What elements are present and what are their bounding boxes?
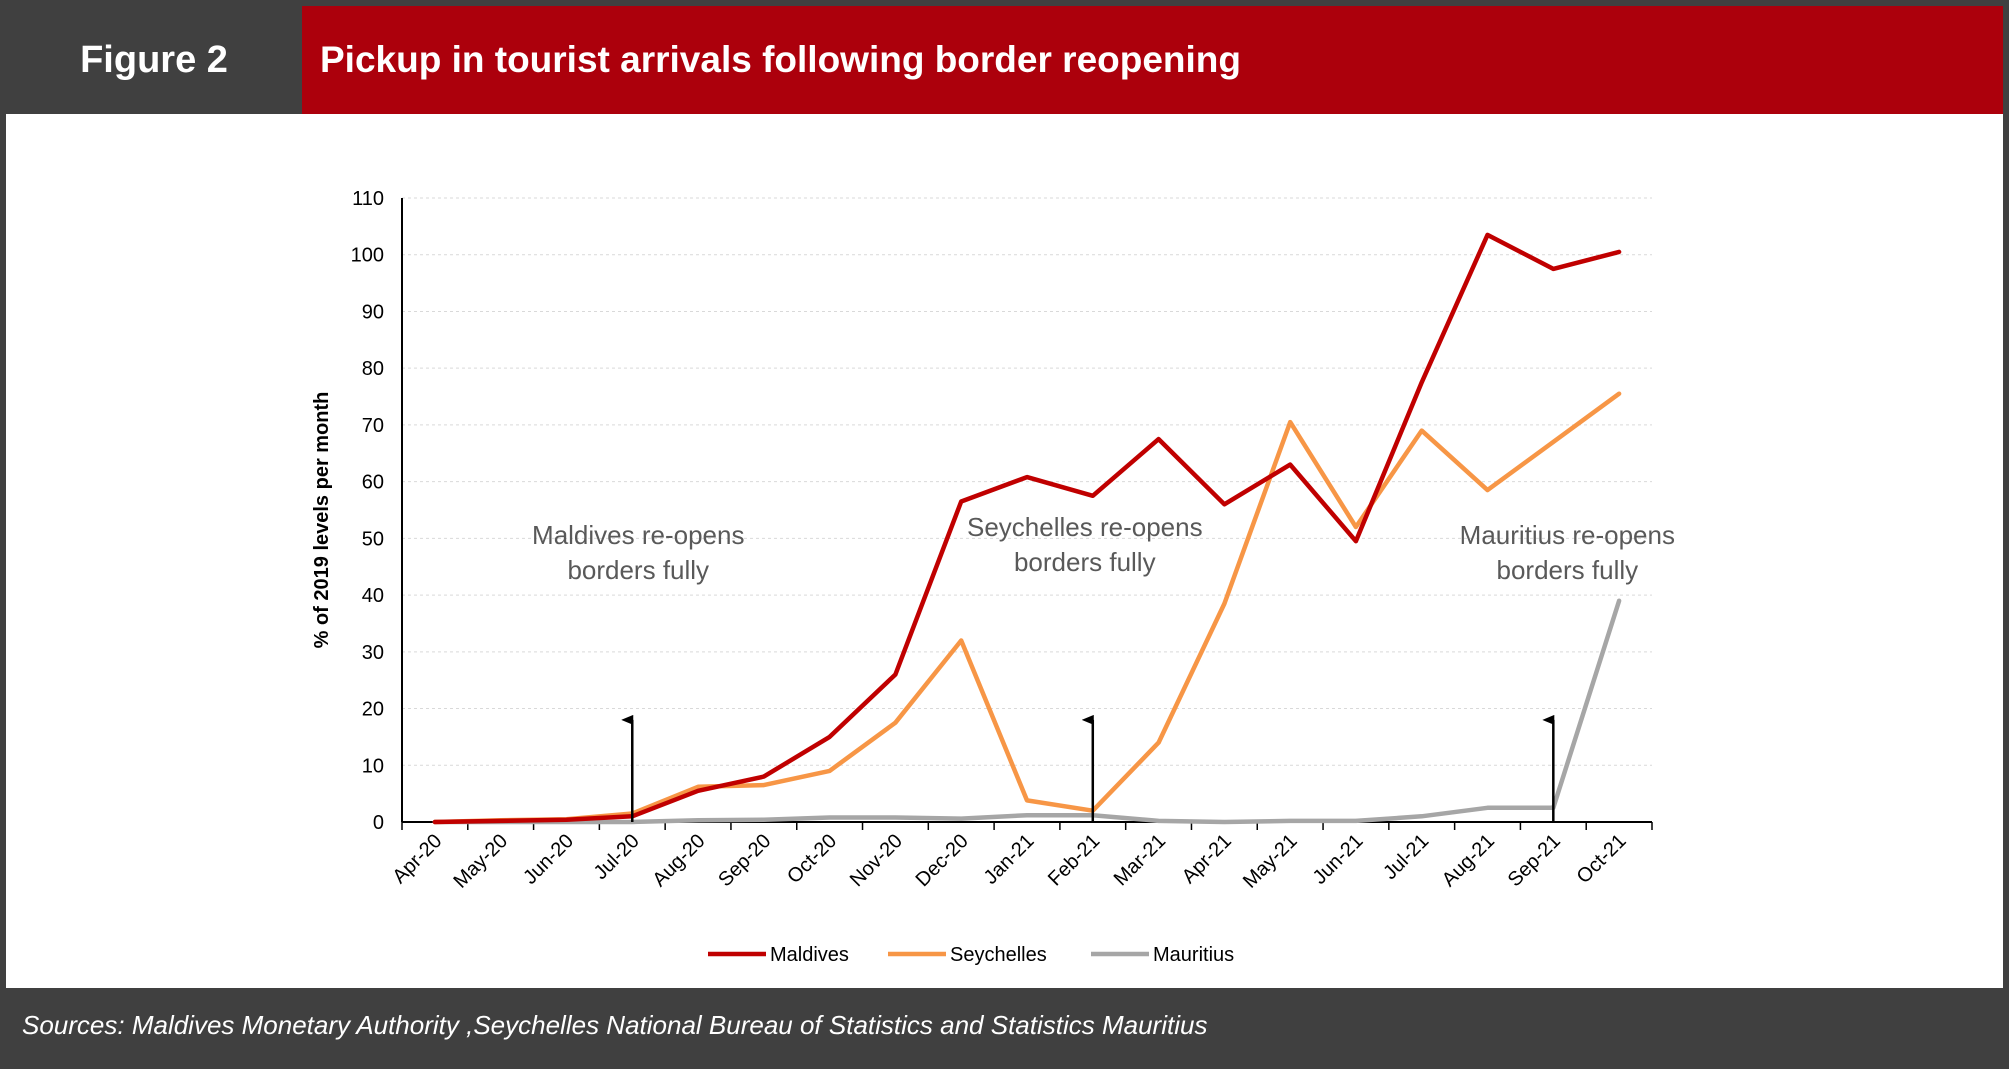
y-tick-label: 10 <box>362 755 384 777</box>
y-tick-label: 0 <box>373 812 384 834</box>
annotation-text: Maldives re-opens <box>532 520 744 550</box>
x-tick-label: Nov-20 <box>846 830 907 891</box>
series-line-seychelles <box>432 391 1622 825</box>
y-tick-label: 40 <box>362 585 384 607</box>
y-tick-label: 20 <box>362 699 384 721</box>
legend-label-mauritius: Mauritius <box>1153 944 1234 966</box>
x-tick-label: Aug-21 <box>1438 830 1499 891</box>
x-tick-label: Oct-20 <box>783 830 841 888</box>
x-tick-label: Jun-20 <box>519 830 578 889</box>
x-tick-label: Apr-20 <box>388 830 446 888</box>
legend-label-maldives: Maldives <box>770 944 849 966</box>
legend-label-seychelles: Seychelles <box>950 944 1047 966</box>
y-axis-title: % of 2019 levels per month <box>311 392 333 649</box>
x-tick-label: May-20 <box>449 830 512 893</box>
x-tick-label: Oct-21 <box>1573 830 1631 888</box>
sources-footer: Sources: Maldives Monetary Authority ,Se… <box>6 988 2003 1063</box>
y-tick-label: 30 <box>362 642 384 664</box>
y-tick-label: 110 <box>352 188 384 210</box>
y-tick-label: 90 <box>362 301 384 323</box>
series-line-mauritius <box>432 598 1622 825</box>
figure-title: Pickup in tourist arrivals following bor… <box>302 6 2003 114</box>
x-tick-label: May-21 <box>1239 830 1302 893</box>
annotation-text: borders fully <box>1014 547 1156 577</box>
y-tick-label: 50 <box>362 528 384 550</box>
x-tick-label: Apr-21 <box>1178 830 1236 888</box>
y-tick-label: 100 <box>351 245 384 267</box>
x-tick-label: Feb-21 <box>1044 830 1104 890</box>
x-tick-label: Sep-21 <box>1504 830 1565 891</box>
annotation-text: borders fully <box>567 555 709 585</box>
chart-area: 0 10 20 30 40 50 60 70 80 90 100 110 Apr-20 May-20 Jun… <box>6 114 2003 988</box>
y-tick-label: 60 <box>362 472 384 494</box>
x-tick-label: Jul-20 <box>590 830 644 884</box>
figure-header: Figure 2 Pickup in tourist arrivals foll… <box>6 6 2003 114</box>
y-tick-label: 80 <box>362 358 384 380</box>
figure-label: Figure 2 <box>6 6 302 114</box>
x-tick-label: Sep-20 <box>714 830 775 891</box>
x-tick-label: Jul-21 <box>1379 830 1433 884</box>
x-tick-label: Aug-20 <box>648 830 709 891</box>
x-tick-label: Jan-21 <box>980 830 1039 889</box>
annotation-text: Seychelles re-opens <box>967 512 1203 542</box>
x-tick-label: Mar-21 <box>1110 830 1170 890</box>
x-tick-label: Dec-20 <box>912 830 973 891</box>
annotation-text: Mauritius re-opens <box>1460 520 1675 550</box>
y-tick-label: 70 <box>362 415 384 437</box>
x-tick-label: Jun-21 <box>1309 830 1368 889</box>
annotation-text: borders fully <box>1497 555 1639 585</box>
